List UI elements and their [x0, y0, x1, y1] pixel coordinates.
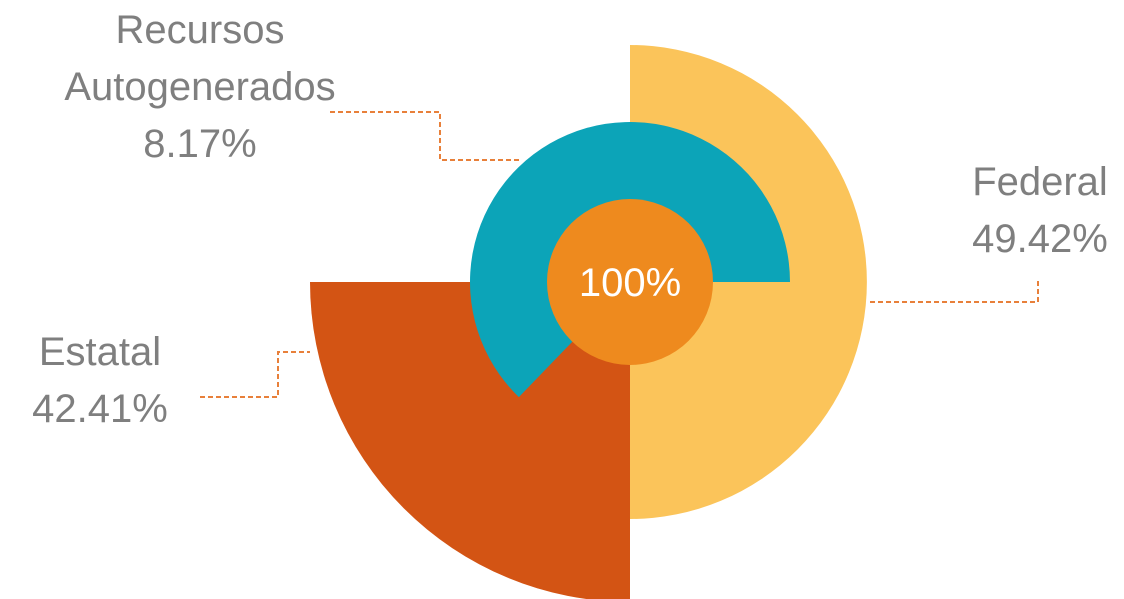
- category-label: Federal: [972, 160, 1108, 204]
- leader-line: [870, 278, 1039, 303]
- leader-line: [200, 351, 310, 398]
- label-federal: Federal 49.42%: [930, 154, 1124, 268]
- sectors: [310, 45, 867, 599]
- value-label: 42.41%: [32, 387, 168, 431]
- category-label: Recursos Autogenerados: [64, 8, 336, 109]
- value-label: 49.42%: [972, 217, 1108, 261]
- label-autogenerados: Recursos Autogenerados 8.17%: [30, 2, 370, 173]
- label-estatal: Estatal 42.41%: [0, 324, 200, 438]
- center-label: 100%: [579, 261, 681, 305]
- value-label: 8.17%: [143, 122, 257, 166]
- center-circle: [547, 199, 713, 365]
- category-label: Estatal: [38, 330, 162, 374]
